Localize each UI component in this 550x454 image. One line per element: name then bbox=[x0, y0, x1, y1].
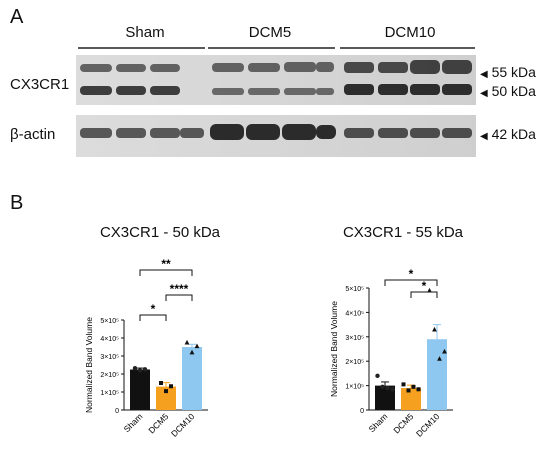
data-point bbox=[442, 348, 447, 354]
significance-label: * bbox=[151, 302, 156, 316]
panel-a-letter: A bbox=[10, 6, 24, 28]
y-tick-label: 1×10⁵ bbox=[345, 384, 364, 391]
chart2-title: CX3CR1 - 55 kDa bbox=[342, 224, 464, 241]
y-tick-label: 3×10⁵ bbox=[345, 335, 364, 342]
marker-42kda-label: 42 kDa bbox=[491, 126, 536, 142]
band-42kda bbox=[80, 124, 472, 140]
y-tick-label: 5×10⁵ bbox=[100, 318, 119, 325]
data-point bbox=[401, 382, 406, 387]
marker-42kda: ◀ 42 kDa bbox=[480, 126, 536, 142]
band-55kda bbox=[80, 60, 472, 74]
data-point bbox=[390, 387, 395, 392]
data-point bbox=[427, 287, 432, 293]
marker-55kda-label: 55 kDa bbox=[491, 64, 536, 80]
significance-label: ** bbox=[161, 257, 171, 271]
marker-50kda: ◀ 50 kDa bbox=[480, 83, 536, 99]
data-point bbox=[164, 389, 168, 394]
data-point bbox=[184, 339, 190, 345]
y-tick-label: 0 bbox=[115, 408, 119, 415]
x-tick-label: DCM5 bbox=[146, 411, 170, 435]
data-point bbox=[159, 381, 163, 385]
data-point bbox=[194, 343, 200, 349]
marker-50kda-label: 50 kDa bbox=[491, 83, 536, 99]
panel-b-letter: B bbox=[10, 192, 24, 214]
y-tick-label: 1×10⁵ bbox=[100, 390, 119, 397]
x-tick-label: DCM10 bbox=[414, 411, 442, 439]
data-point bbox=[406, 388, 411, 393]
data-point bbox=[137, 368, 143, 373]
row-label-cx3cr1: CX3CR1 bbox=[10, 76, 70, 93]
significance-bracket bbox=[165, 294, 193, 301]
significance-label: * bbox=[409, 267, 414, 281]
significance-bracket bbox=[139, 269, 193, 276]
western-blot bbox=[76, 47, 476, 157]
data-point bbox=[132, 366, 138, 371]
x-tick-label: Sham bbox=[367, 411, 390, 434]
bar-dcm5 bbox=[156, 386, 176, 410]
group-label-dcm10: DCM10 bbox=[384, 24, 436, 41]
group-label-dcm5: DCM5 bbox=[248, 24, 292, 41]
data-point bbox=[437, 356, 442, 361]
y-axis-label: Normalized Band Volume bbox=[84, 317, 94, 413]
bar-dcm5 bbox=[401, 388, 421, 410]
data-point bbox=[189, 349, 195, 355]
marker-arrow-icon: ◀ bbox=[480, 69, 488, 80]
marker-arrow-icon: ◀ bbox=[480, 88, 488, 99]
significance-label: **** bbox=[170, 282, 189, 296]
bar-dcm10 bbox=[427, 339, 447, 410]
chart-50kda: Normalized Band Volume 0 1×10⁵ 2×10⁵ 3×10⁵ 4×… bbox=[84, 257, 208, 439]
data-point bbox=[142, 367, 148, 372]
x-tick-label: DCM10 bbox=[169, 411, 197, 439]
data-point bbox=[432, 326, 437, 332]
bar-sham bbox=[130, 369, 150, 410]
marker-55kda: ◀ 55 kDa bbox=[480, 64, 536, 80]
band-50kda bbox=[80, 84, 472, 95]
y-tick-label: 3×10⁵ bbox=[100, 354, 119, 361]
x-tick-label: Sham bbox=[122, 411, 145, 434]
significance-bracket bbox=[410, 291, 438, 298]
significance-label: * bbox=[422, 279, 427, 293]
chart-55kda: Normalized Band Volume 0 1×10⁵ 2×10⁵ 3×10⁵ 4×… bbox=[329, 267, 453, 439]
bar-dcm10 bbox=[182, 347, 202, 410]
row-label-actin: β-actin bbox=[10, 126, 56, 143]
data-point bbox=[416, 387, 421, 392]
x-tick-label: DCM5 bbox=[391, 411, 415, 435]
significance-bracket bbox=[139, 314, 167, 321]
data-point bbox=[380, 384, 385, 390]
data-point bbox=[375, 373, 380, 379]
significance-bracket bbox=[384, 279, 438, 286]
chart1-title: CX3CR1 - 50 kDa bbox=[99, 224, 221, 241]
bar-sham bbox=[375, 385, 395, 410]
y-tick-label: 4×10⁵ bbox=[345, 310, 364, 317]
group-label-sham: Sham bbox=[125, 24, 165, 41]
y-tick-label: 4×10⁵ bbox=[100, 336, 119, 343]
y-tick-label: 0 bbox=[360, 408, 364, 415]
data-point bbox=[411, 384, 416, 389]
marker-arrow-icon: ◀ bbox=[480, 131, 488, 142]
y-tick-label: 2×10⁵ bbox=[345, 359, 364, 366]
y-tick-label: 5×10⁵ bbox=[345, 286, 364, 293]
data-point bbox=[169, 384, 173, 389]
y-tick-label: 2×10⁵ bbox=[100, 372, 119, 379]
y-axis-label: Normalized Band Volume bbox=[329, 301, 339, 397]
data-point bbox=[385, 385, 390, 391]
